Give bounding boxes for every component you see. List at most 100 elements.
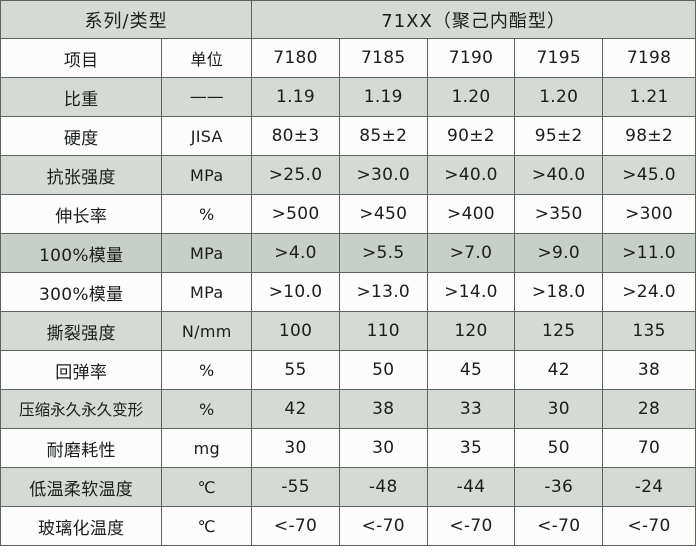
row-unit-glass-transition: ℃: [161, 506, 253, 546]
cell-value: >350: [514, 194, 604, 234]
cell-value: >40.0: [426, 155, 516, 195]
cell-value: -44: [426, 467, 516, 507]
row-unit-elongation: %: [161, 194, 253, 234]
column-header-grade-7190: 7190: [426, 38, 516, 78]
column-header-grade-7195: 7195: [514, 38, 604, 78]
row-unit-hardness: JISA: [161, 116, 253, 156]
family-title-header: 71XX（聚己内酯型）: [251, 0, 696, 39]
cell-value: <-70: [602, 506, 696, 546]
row-label-low-temp-flex: 低温柔软温度: [0, 467, 163, 507]
cell-value: 30: [251, 428, 340, 468]
cell-value: 50: [338, 350, 428, 390]
cell-value: 125: [514, 311, 604, 351]
cell-value: 1.19: [251, 77, 340, 117]
row-unit-rebound: %: [161, 350, 253, 390]
row-unit-low-temp-flex: ℃: [161, 467, 253, 507]
row-unit-specific-gravity: ——: [161, 77, 253, 117]
cell-value: 1.20: [426, 77, 516, 117]
cell-value: >40.0: [514, 155, 604, 195]
cell-value: >7.0: [426, 233, 516, 273]
table-row: 比重 —— 1.19 1.19 1.20 1.20 1.21: [0, 77, 696, 117]
column-header-item: 项目: [0, 38, 163, 78]
series-type-header: 系列/类型: [0, 0, 253, 39]
cell-value: 35: [426, 428, 516, 468]
row-label-rebound: 回弹率: [0, 350, 163, 390]
cell-value: 98±2: [602, 116, 696, 156]
cell-value: -48: [338, 467, 428, 507]
cell-value: >30.0: [338, 155, 428, 195]
cell-value: -24: [602, 467, 696, 507]
cell-value: 38: [602, 350, 696, 390]
cell-value: 95±2: [514, 116, 604, 156]
row-label-100-modulus: 100%模量: [0, 233, 163, 273]
row-unit-compression-set: %: [161, 389, 253, 429]
row-label-compression-set: 压缩永久永久变形: [0, 389, 163, 429]
cell-value: 100: [251, 311, 340, 351]
row-label-elongation: 伸长率: [0, 194, 163, 234]
cell-value: <-70: [426, 506, 516, 546]
row-label-specific-gravity: 比重: [0, 77, 163, 117]
cell-value: >13.0: [338, 272, 428, 312]
row-label-glass-transition: 玻璃化温度: [0, 506, 163, 546]
cell-value: 30: [338, 428, 428, 468]
cell-value: >400: [426, 194, 516, 234]
cell-value: 50: [514, 428, 604, 468]
cell-value: >300: [602, 194, 696, 234]
row-unit-tensile-strength: MPa: [161, 155, 253, 195]
row-label-300-modulus: 300%模量: [0, 272, 163, 312]
cell-value: >500: [251, 194, 340, 234]
cell-value: 120: [426, 311, 516, 351]
cell-value: 38: [338, 389, 428, 429]
column-header-grade-7180: 7180: [251, 38, 340, 78]
row-label-tensile-strength: 抗张强度: [0, 155, 163, 195]
row-label-tear-strength: 撕裂强度: [0, 311, 163, 351]
cell-value: <-70: [338, 506, 428, 546]
cell-value: <-70: [514, 506, 604, 546]
cell-value: >11.0: [602, 233, 696, 273]
row-unit-tear-strength: N/mm: [161, 311, 253, 351]
cell-value: >45.0: [602, 155, 696, 195]
table-row: 抗张强度 MPa >25.0 >30.0 >40.0 >40.0 >45.0: [0, 155, 696, 195]
column-header-grade-7198: 7198: [602, 38, 696, 78]
cell-value: 1.21: [602, 77, 696, 117]
cell-value: >4.0: [251, 233, 340, 273]
table-row: 压缩永久永久变形 % 42 38 33 30 28: [0, 389, 696, 429]
cell-value: >9.0: [514, 233, 604, 273]
row-unit-100-modulus: MPa: [161, 233, 253, 273]
column-header-unit: 单位: [161, 38, 253, 78]
row-label-abrasion-loss: 耐磨耗性: [0, 428, 163, 468]
cell-value: 42: [514, 350, 604, 390]
cell-value: >5.5: [338, 233, 428, 273]
table-row: 耐磨耗性 mg 30 30 35 50 70: [0, 428, 696, 468]
cell-value: 55: [251, 350, 340, 390]
row-label-hardness: 硬度: [0, 116, 163, 156]
table-row: 100%模量 MPa >4.0 >5.5 >7.0 >9.0 >11.0: [0, 233, 696, 273]
cell-value: 30: [514, 389, 604, 429]
cell-value: 110: [338, 311, 428, 351]
cell-value: 33: [426, 389, 516, 429]
row-unit-abrasion-loss: mg: [161, 428, 253, 468]
table-row: 玻璃化温度 ℃ <-70 <-70 <-70 <-70 <-70: [0, 506, 696, 546]
cell-value: 90±2: [426, 116, 516, 156]
cell-value: -55: [251, 467, 340, 507]
cell-value: 45: [426, 350, 516, 390]
cell-value: >24.0: [602, 272, 696, 312]
table-row: 回弹率 % 55 50 45 42 38: [0, 350, 696, 390]
cell-value: >10.0: [251, 272, 340, 312]
cell-value: 42: [251, 389, 340, 429]
cell-value: -36: [514, 467, 604, 507]
table-row: 硬度 JISA 80±3 85±2 90±2 95±2 98±2: [0, 116, 696, 156]
cell-value: >14.0: [426, 272, 516, 312]
table-row: 300%模量 MPa >10.0 >13.0 >14.0 >18.0 >24.0: [0, 272, 696, 312]
cell-value: 1.19: [338, 77, 428, 117]
cell-value: 80±3: [251, 116, 340, 156]
table-subheader-row: 项目 单位 7180 7185 7190 7195 7198: [0, 38, 696, 78]
cell-value: 70: [602, 428, 696, 468]
cell-value: <-70: [251, 506, 340, 546]
cell-value: >18.0: [514, 272, 604, 312]
column-header-grade-7185: 7185: [338, 38, 428, 78]
cell-value: 85±2: [338, 116, 428, 156]
cell-value: 28: [602, 389, 696, 429]
